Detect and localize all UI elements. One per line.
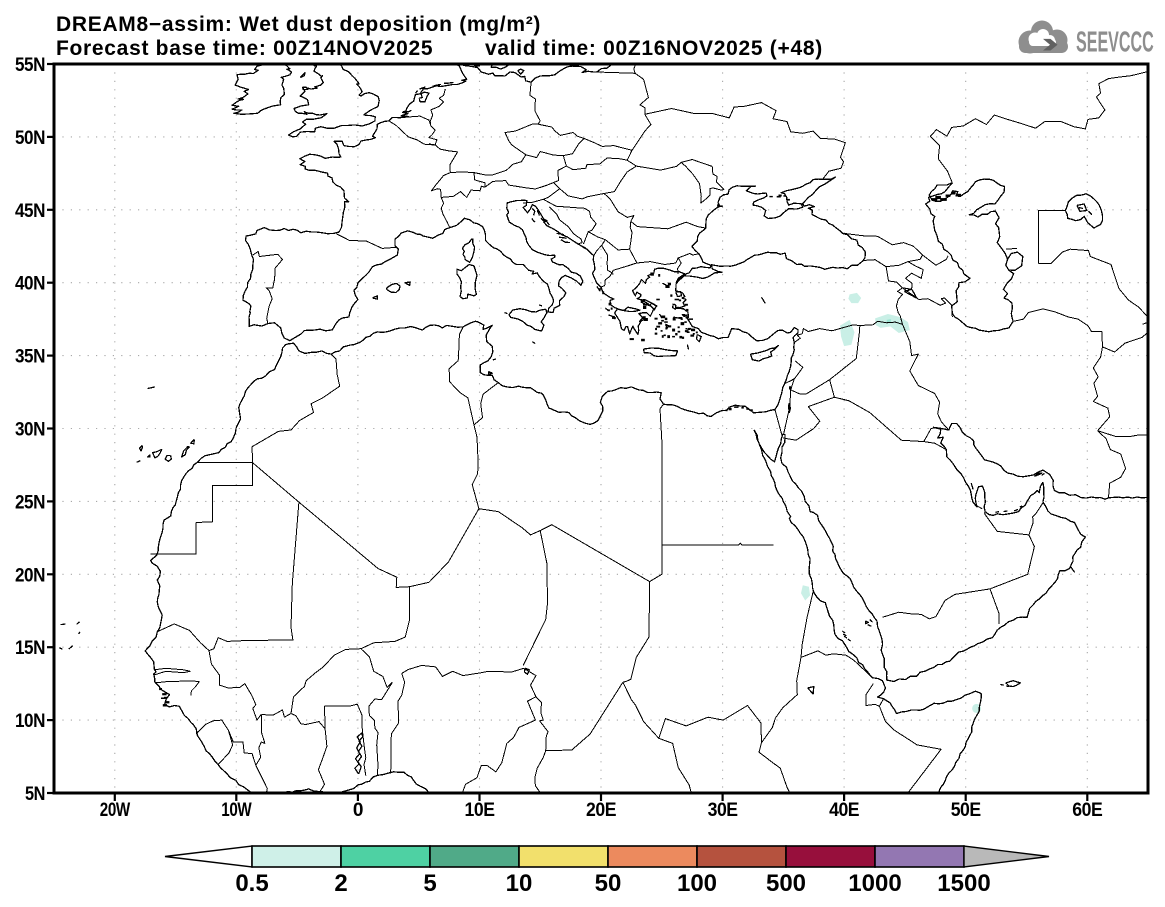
svg-text:5N: 5N [25,784,45,805]
svg-text:20W: 20W [100,800,130,821]
svg-text:5: 5 [423,870,436,897]
svg-text:50N: 50N [15,128,45,149]
svg-text:1000: 1000 [848,870,901,897]
svg-text:60E: 60E [1072,800,1102,821]
svg-text:35N: 35N [15,347,45,368]
svg-text:40E: 40E [829,800,859,821]
svg-text:20E: 20E [586,800,616,821]
svg-text:30N: 30N [15,420,45,441]
svg-text:20N: 20N [15,565,45,586]
svg-text:10W: 10W [221,800,251,821]
svg-text:25N: 25N [15,492,45,513]
svg-text:500: 500 [766,870,806,897]
svg-text:15N: 15N [15,638,45,659]
svg-text:0: 0 [353,800,363,821]
svg-text:55N: 55N [15,55,45,76]
svg-text:Forecast base time: 00Z14NOV20: Forecast base time: 00Z14NOV2025 [56,37,433,60]
svg-text:40N: 40N [15,274,45,295]
svg-text:50: 50 [595,870,622,897]
svg-text:10E: 10E [465,800,495,821]
svg-text:2: 2 [334,870,347,897]
svg-text:10: 10 [506,870,533,897]
svg-text:0.5: 0.5 [235,870,268,897]
svg-text:DREAM8−assim: Wet dust deposit: DREAM8−assim: Wet dust deposition (mg/m²… [56,13,541,36]
svg-text:50E: 50E [951,800,981,821]
svg-text:valid time: 00Z16NOV2025 (+48): valid time: 00Z16NOV2025 (+48) [485,37,823,60]
svg-text:10N: 10N [15,711,45,732]
svg-text:30E: 30E [708,800,738,821]
svg-text:SEEVCCC: SEEVCCC [1076,26,1154,58]
svg-text:1500: 1500 [937,870,990,897]
svg-text:45N: 45N [15,201,45,222]
svg-text:100: 100 [677,870,717,897]
